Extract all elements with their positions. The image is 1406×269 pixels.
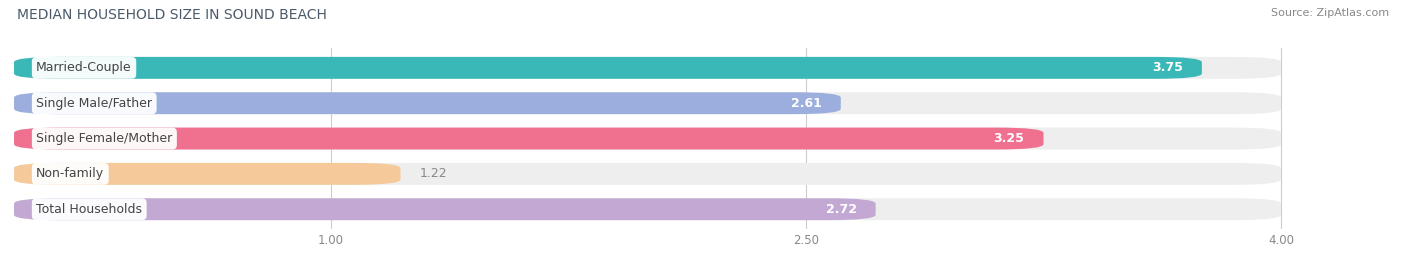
Text: Non-family: Non-family xyxy=(37,167,104,180)
FancyBboxPatch shape xyxy=(14,163,401,185)
FancyBboxPatch shape xyxy=(14,198,876,220)
FancyBboxPatch shape xyxy=(14,163,1281,185)
FancyBboxPatch shape xyxy=(14,198,1281,220)
FancyBboxPatch shape xyxy=(14,57,1281,79)
FancyBboxPatch shape xyxy=(14,128,1281,150)
Text: 3.25: 3.25 xyxy=(994,132,1025,145)
Text: Married-Couple: Married-Couple xyxy=(37,61,132,74)
Text: Single Female/Mother: Single Female/Mother xyxy=(37,132,173,145)
FancyBboxPatch shape xyxy=(14,92,841,114)
Text: 3.75: 3.75 xyxy=(1152,61,1182,74)
FancyBboxPatch shape xyxy=(14,128,1043,150)
Text: Source: ZipAtlas.com: Source: ZipAtlas.com xyxy=(1271,8,1389,18)
Text: MEDIAN HOUSEHOLD SIZE IN SOUND BEACH: MEDIAN HOUSEHOLD SIZE IN SOUND BEACH xyxy=(17,8,326,22)
FancyBboxPatch shape xyxy=(14,92,1281,114)
Text: 1.22: 1.22 xyxy=(419,167,447,180)
FancyBboxPatch shape xyxy=(14,57,1202,79)
Text: 2.61: 2.61 xyxy=(792,97,821,110)
Text: Total Households: Total Households xyxy=(37,203,142,216)
Text: 2.72: 2.72 xyxy=(825,203,856,216)
Text: Single Male/Father: Single Male/Father xyxy=(37,97,152,110)
